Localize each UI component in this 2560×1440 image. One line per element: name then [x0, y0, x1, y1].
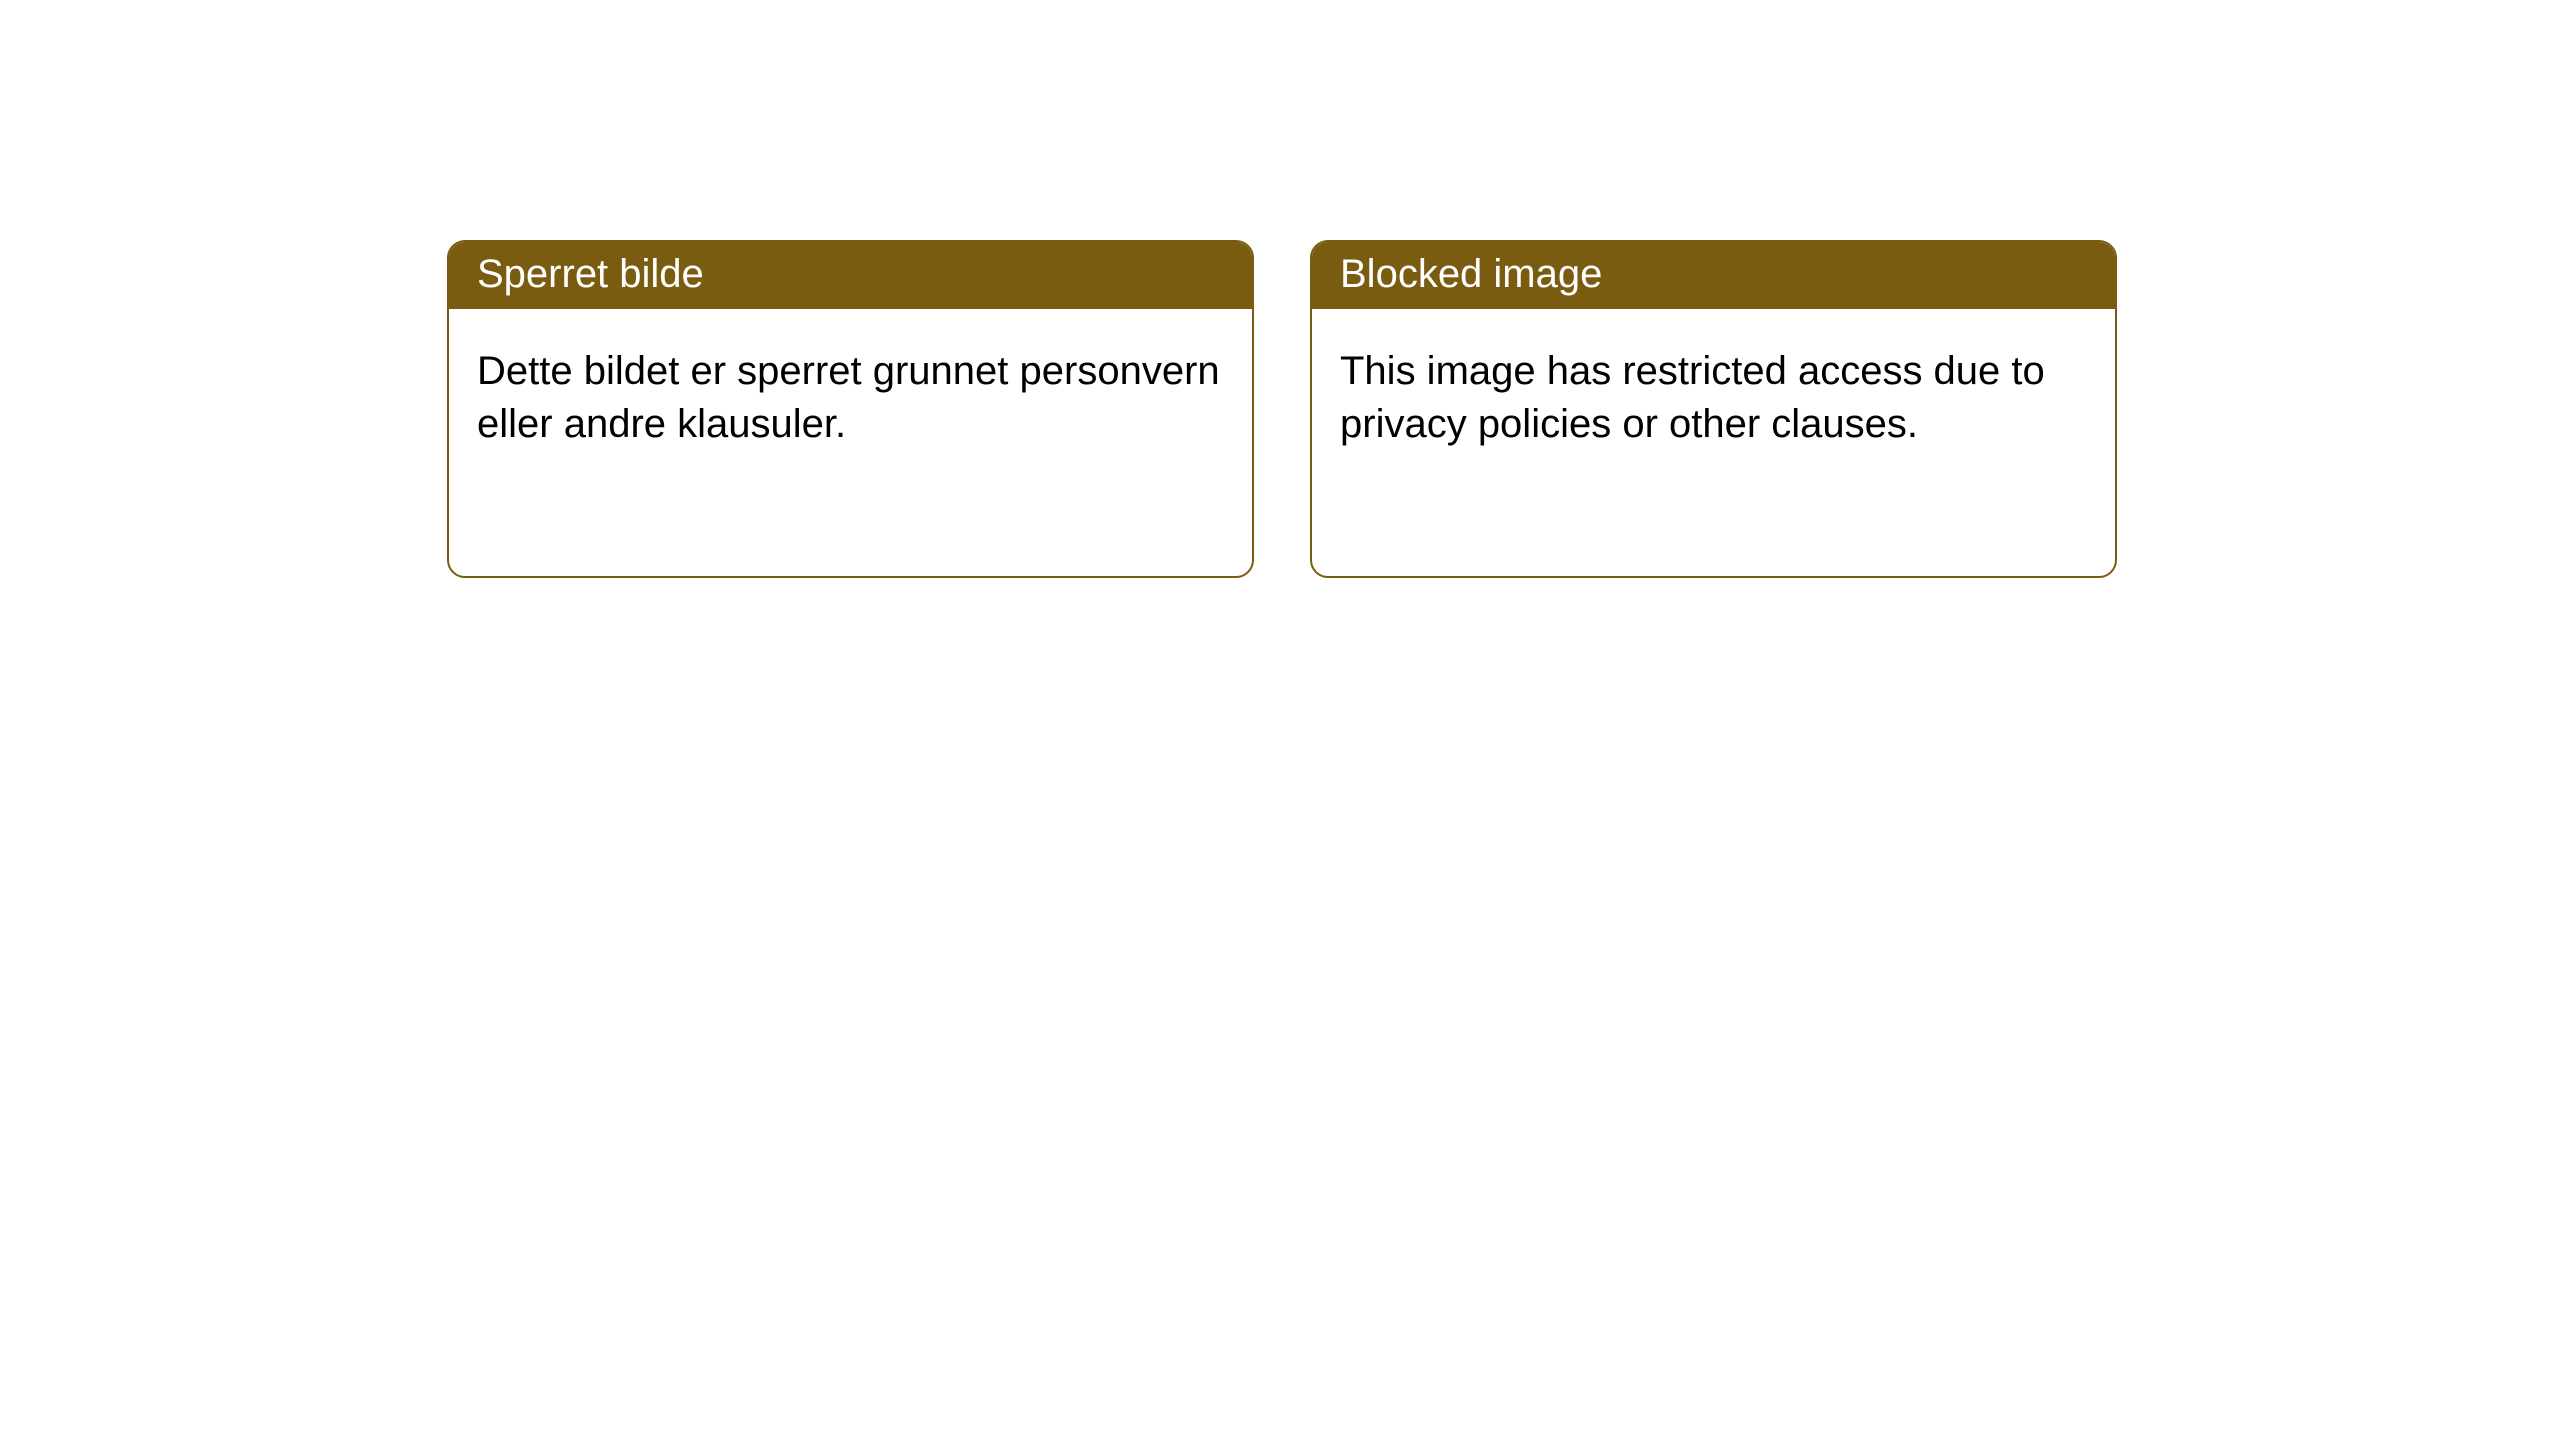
- notice-card-norwegian: Sperret bilde Dette bildet er sperret gr…: [447, 240, 1254, 578]
- notice-body: This image has restricted access due to …: [1312, 309, 2115, 479]
- notice-container: Sperret bilde Dette bildet er sperret gr…: [447, 240, 2117, 578]
- notice-card-english: Blocked image This image has restricted …: [1310, 240, 2117, 578]
- notice-title: Sperret bilde: [449, 242, 1252, 309]
- notice-title: Blocked image: [1312, 242, 2115, 309]
- notice-body: Dette bildet er sperret grunnet personve…: [449, 309, 1252, 479]
